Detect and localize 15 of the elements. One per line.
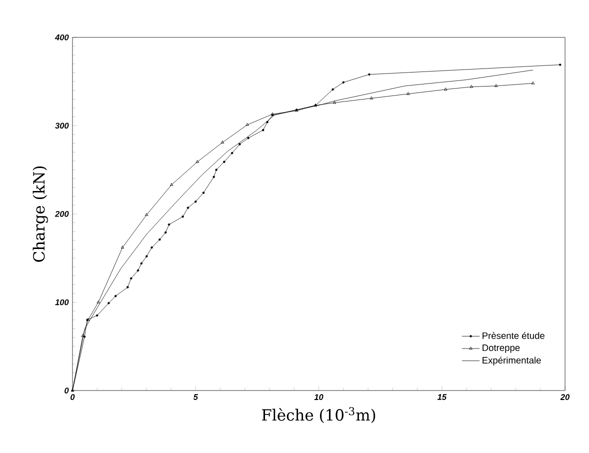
y-tick-label: 300 [55, 122, 69, 129]
x-tick-label: 5 [193, 394, 198, 400]
y-tick-label: 400 [54, 34, 69, 40]
x-axis-title: Flèche (10$^{-3}$m) [262, 407, 376, 424]
legend-label: Dotreppe [482, 344, 520, 354]
x-tick-label: 15 [437, 394, 447, 400]
y-tick-label: 100 [55, 299, 69, 306]
legend-label: Expérimentale [482, 356, 541, 366]
x-tick-label: 0 [70, 394, 75, 400]
legend-label: Prèsente étude [482, 332, 544, 340]
x-tick-label: 10 [314, 394, 324, 400]
y-tick-label: 0 [64, 388, 69, 394]
y-tick-label: 200 [54, 211, 69, 218]
x-tick-label: 20 [560, 394, 570, 400]
y-axis-title: Charge (kN) [32, 166, 48, 262]
